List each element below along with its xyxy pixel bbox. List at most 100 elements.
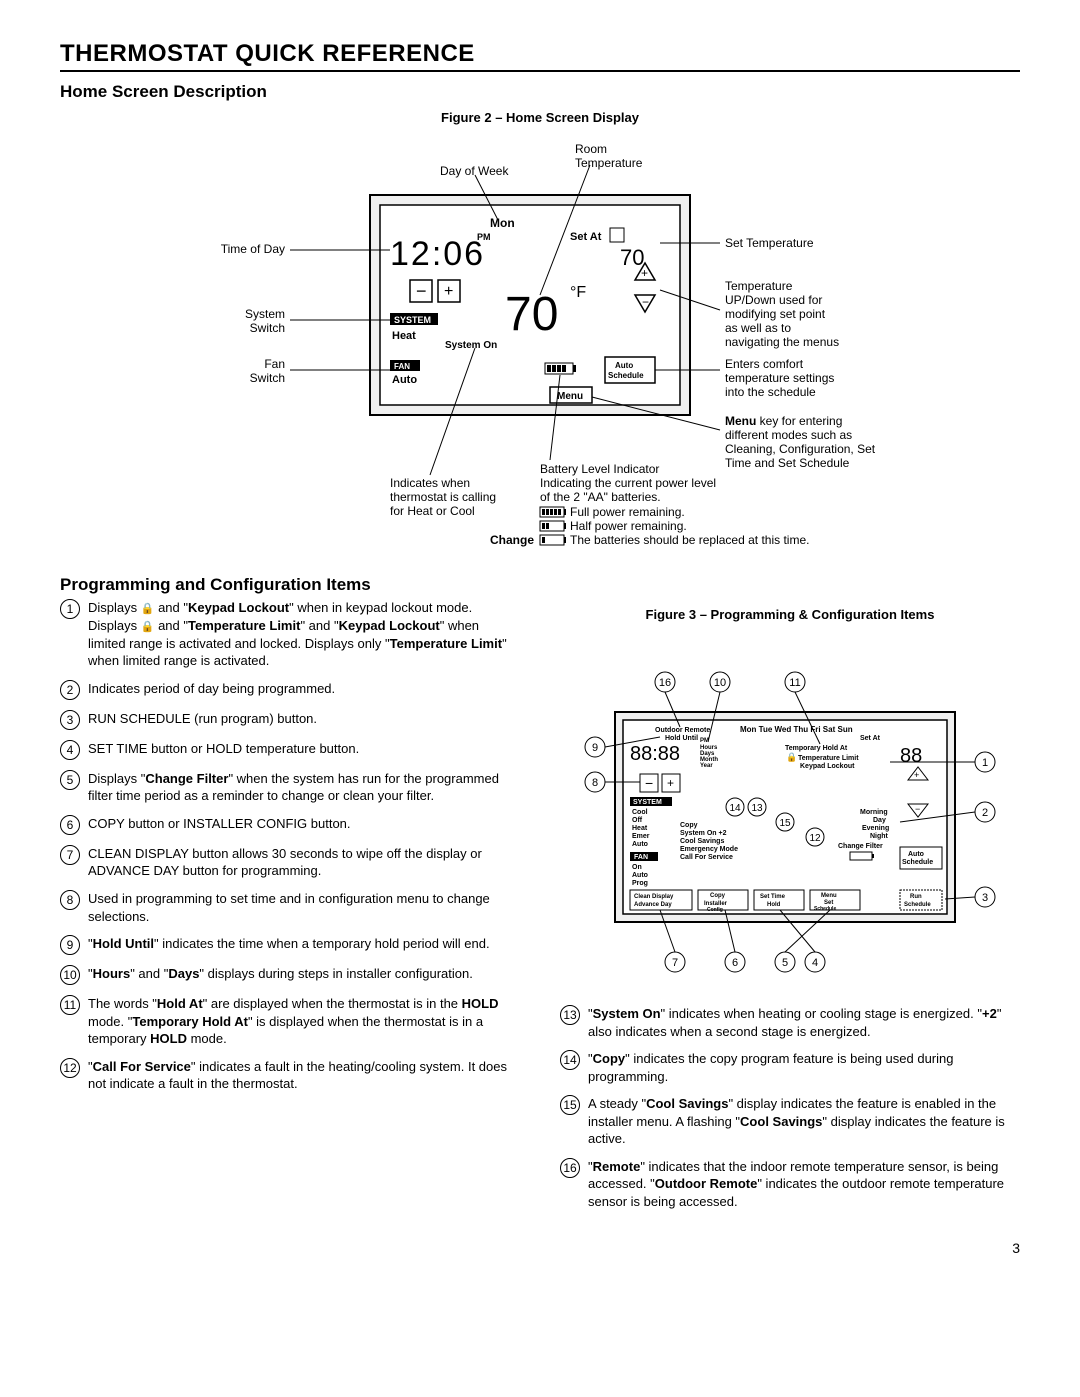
- svg-text:Auto: Auto: [392, 374, 417, 386]
- svg-text:modifying set point: modifying set point: [725, 307, 826, 321]
- item-14: 14"Copy" indicates the copy program feat…: [560, 1050, 1020, 1085]
- svg-text:8: 8: [592, 777, 598, 789]
- item-13: 13 "System On" indicates when heating or …: [560, 1005, 1020, 1040]
- svg-text:Enters comfort: Enters comfort: [725, 357, 804, 371]
- item-15: 15A steady "Cool Savings" display indica…: [560, 1095, 1020, 1148]
- svg-text:Time of Day: Time of Day: [221, 242, 285, 256]
- item-1: 1Displays and "Keypad Lockout" when in k…: [60, 599, 520, 670]
- svg-text:Cool: Cool: [632, 809, 648, 816]
- svg-text:88:88: 88:88: [630, 743, 680, 765]
- item-number: 11: [60, 995, 80, 1015]
- item-text: RUN SCHEDULE (run program) button.: [88, 710, 520, 728]
- svg-text:−: −: [915, 804, 920, 814]
- item-number: 8: [60, 890, 80, 910]
- svg-text:−: −: [645, 775, 653, 791]
- svg-text:thermostat is calling: thermostat is calling: [390, 490, 496, 504]
- svg-text:navigating the menus: navigating the menus: [725, 335, 839, 349]
- svg-text:Menu: Menu: [557, 391, 583, 402]
- svg-text:Indicating the current power l: Indicating the current power level: [540, 476, 716, 490]
- item-11: 11The words "Hold At" are displayed when…: [60, 995, 520, 1048]
- svg-text:Full power remaining.: Full power remaining.: [570, 505, 685, 519]
- item-text: "Hold Until" indicates the time when a t…: [88, 935, 520, 953]
- svg-text:9: 9: [592, 742, 598, 754]
- svg-text:Hold: Hold: [767, 902, 781, 908]
- svg-text:14: 14: [729, 803, 741, 814]
- svg-text:12:06: 12:06: [390, 235, 485, 273]
- item-16: 16"Remote" indicates that the indoor rem…: [560, 1158, 1020, 1211]
- svg-text:Change Filter: Change Filter: [838, 843, 883, 850]
- svg-text:Room: Room: [575, 142, 607, 156]
- svg-text:Outdoor Remote: Outdoor Remote: [655, 727, 710, 734]
- item-number: 13: [560, 1005, 580, 1025]
- svg-text:Auto: Auto: [632, 841, 648, 848]
- item-text: "System On" indicates when heating or co…: [588, 1005, 1020, 1040]
- section1-title: Home Screen Description: [60, 82, 1020, 102]
- svg-text:+: +: [641, 266, 648, 280]
- svg-text:into the schedule: into the schedule: [725, 385, 816, 399]
- svg-text:temperature settings: temperature settings: [725, 371, 834, 385]
- item-number: 1: [60, 599, 80, 619]
- svg-text:Morning: Morning: [860, 809, 888, 816]
- item-8: 8 Used in programming to set time and in …: [60, 890, 520, 925]
- svg-text:SYSTEM: SYSTEM: [394, 315, 431, 325]
- svg-text:Half power remaining.: Half power remaining.: [570, 519, 687, 533]
- svg-text:Schedule: Schedule: [608, 371, 644, 380]
- item-text: "Remote" indicates that the indoor remot…: [588, 1158, 1020, 1211]
- svg-text:Call For Service: Call For Service: [680, 854, 733, 861]
- svg-text:Fan: Fan: [264, 357, 285, 371]
- svg-text:Emer: Emer: [632, 833, 650, 840]
- lcd-day: Mon: [490, 216, 515, 230]
- svg-text:12: 12: [809, 833, 821, 844]
- item-text: "Hours" and "Days" displays during steps…: [88, 965, 520, 983]
- svg-text:PM: PM: [477, 232, 491, 242]
- svg-text:Temporary Hold At: Temporary Hold At: [785, 745, 848, 752]
- svg-text:+: +: [444, 283, 453, 300]
- svg-text:FAN: FAN: [634, 854, 648, 861]
- main-title: THERMOSTAT QUICK REFERENCE: [60, 40, 1020, 72]
- svg-text:Schedule: Schedule: [902, 859, 933, 866]
- svg-text:+: +: [667, 776, 674, 790]
- item-number: 10: [60, 965, 80, 985]
- figure-2: Mon 12:06 PM Set At 70 − + 70 °F + − SYS…: [60, 135, 1020, 555]
- item-9: 9"Hold Until" indicates the time when a …: [60, 935, 520, 955]
- svg-text:The batteries should be replac: The batteries should be replaced at this…: [570, 533, 809, 547]
- svg-text:15: 15: [779, 818, 791, 829]
- svg-text:Set Temperature: Set Temperature: [725, 236, 814, 250]
- item-text: A steady "Cool Savings" display indicate…: [588, 1095, 1020, 1148]
- svg-text:FAN: FAN: [394, 362, 410, 371]
- svg-text:Day: Day: [873, 817, 886, 824]
- item-7: 7CLEAN DISPLAY button allows 30 seconds …: [60, 845, 520, 880]
- svg-text:of the 2 "AA" batteries.: of the 2 "AA" batteries.: [540, 490, 661, 504]
- svg-text:3: 3: [982, 892, 988, 904]
- svg-text:Change: Change: [490, 533, 534, 547]
- svg-text:5: 5: [782, 957, 788, 969]
- item-text: Used in programming to set time and in c…: [88, 890, 520, 925]
- time-digits: 12:06 PM: [390, 232, 491, 273]
- svg-text:Schedule: Schedule: [904, 902, 931, 908]
- items-left: 1Displays and "Keypad Lockout" when in k…: [60, 599, 520, 1220]
- svg-text:Heat: Heat: [392, 330, 416, 342]
- svg-text:Temperature: Temperature: [575, 156, 643, 170]
- svg-text:−: −: [642, 295, 649, 309]
- item-text: Displays "Change Filter" when the system…: [88, 770, 520, 805]
- item-number: 2: [60, 680, 80, 700]
- svg-text:System On +2: System On +2: [680, 830, 727, 837]
- svg-text:Year: Year: [700, 763, 713, 769]
- svg-text:Set Time: Set Time: [760, 894, 786, 900]
- item-text: Indicates period of day being programmed…: [88, 680, 520, 698]
- item-number: 14: [560, 1050, 580, 1070]
- svg-text:Day of Week: Day of Week: [440, 164, 509, 178]
- svg-text:On: On: [632, 864, 642, 871]
- item-10: 10 "Hours" and "Days" displays during ste…: [60, 965, 520, 985]
- svg-text:88: 88: [900, 745, 922, 767]
- svg-text:PM: PM: [700, 738, 709, 744]
- svg-text:6: 6: [732, 957, 738, 969]
- item-3: 3RUN SCHEDULE (run program) button.: [60, 710, 520, 730]
- svg-text:13: 13: [751, 803, 763, 814]
- svg-text:Auto: Auto: [615, 361, 633, 370]
- svg-text:Off: Off: [632, 817, 643, 824]
- svg-text:Menu: Menu: [821, 893, 837, 899]
- svg-text:different modes such as: different modes such as: [725, 428, 852, 442]
- svg-text:Indicates when: Indicates when: [390, 476, 470, 490]
- item-4: 4SET TIME button or HOLD temperature but…: [60, 740, 520, 760]
